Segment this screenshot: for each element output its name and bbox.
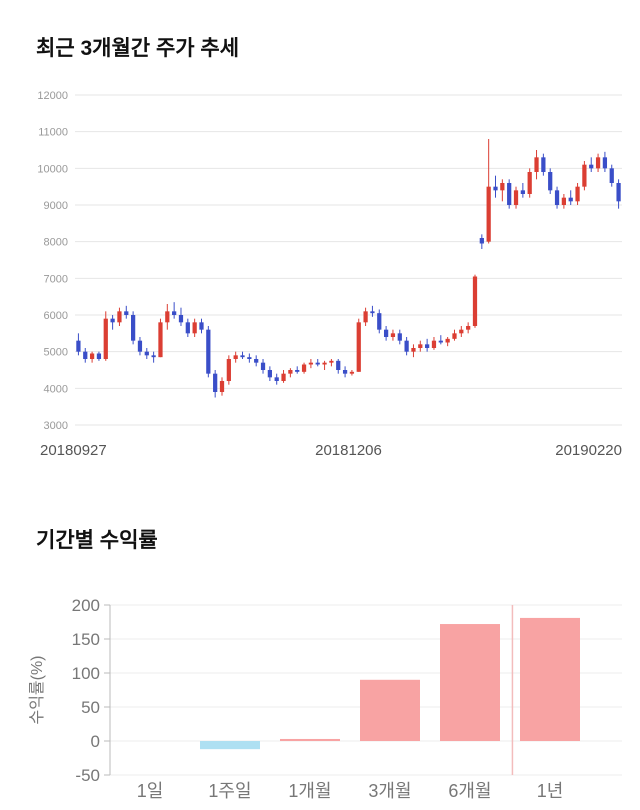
svg-text:3개월: 3개월 xyxy=(368,781,411,801)
svg-text:1주일: 1주일 xyxy=(208,781,251,801)
period-returns-title: 기간별 수익률 xyxy=(36,529,158,552)
svg-text:100: 100 xyxy=(72,664,100,683)
price-trend-title: 최근 3개월간 주가 추세 xyxy=(36,37,240,60)
svg-text:-50: -50 xyxy=(75,766,100,785)
svg-text:6000: 6000 xyxy=(44,310,68,322)
svg-text:20181206: 20181206 xyxy=(315,442,382,459)
price-candlestick-chart: 3000 4000 5000 6000 7000 8000 9000 10000 11000 12… xyxy=(0,80,640,475)
svg-text:4000: 4000 xyxy=(44,383,68,395)
svg-text:1개월: 1개월 xyxy=(288,781,331,801)
svg-text:1일: 1일 xyxy=(137,781,164,801)
svg-text:10000: 10000 xyxy=(37,163,68,175)
svg-text:50: 50 xyxy=(81,698,100,717)
svg-text:7000: 7000 xyxy=(44,273,68,285)
svg-text:1년: 1년 xyxy=(537,781,564,801)
svg-text:11000: 11000 xyxy=(38,127,68,139)
period-returns-bar-chart: -50 0 50 100 150 200 수익률(%) 1일 1주일 1개월 3개월 6개월 1년 xyxy=(0,575,640,810)
svg-text:3000: 3000 xyxy=(44,420,68,432)
svg-text:12000: 12000 xyxy=(37,90,68,102)
svg-text:5000: 5000 xyxy=(44,347,68,359)
svg-text:6개월: 6개월 xyxy=(448,781,491,801)
bar-chart-svg: -50 0 50 100 150 200 수익률(%) 1일 1주일 1개월 3개월 6개월 1년 xyxy=(28,596,622,801)
svg-text:수익률(%): 수익률(%) xyxy=(28,655,46,724)
candlestick-chart-svg: 3000 4000 5000 6000 7000 8000 9000 10000 11000 12… xyxy=(37,90,622,459)
svg-text:200: 200 xyxy=(72,596,100,615)
svg-text:8000: 8000 xyxy=(44,237,68,249)
svg-text:9000: 9000 xyxy=(44,200,68,212)
svg-text:20180927: 20180927 xyxy=(40,442,107,459)
svg-text:0: 0 xyxy=(91,732,100,751)
svg-text:20190220: 20190220 xyxy=(555,442,622,459)
svg-text:150: 150 xyxy=(72,630,100,649)
